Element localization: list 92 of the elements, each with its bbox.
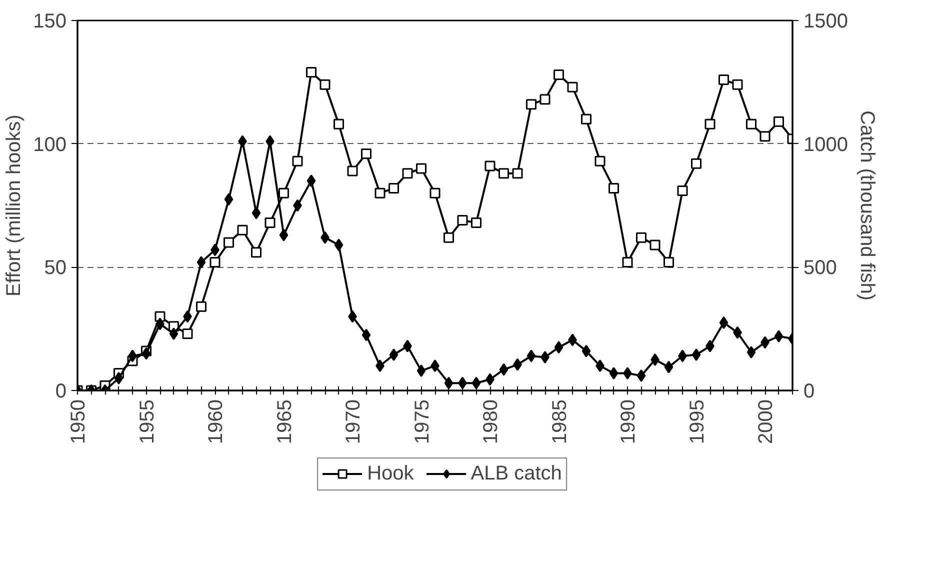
x-tick-label: 1975 xyxy=(411,399,434,444)
y-tick-label: 50 xyxy=(44,257,67,280)
point xyxy=(279,228,288,242)
point xyxy=(334,118,344,130)
point xyxy=(526,350,536,362)
point xyxy=(252,206,261,220)
point xyxy=(499,363,508,376)
point xyxy=(472,376,481,390)
point xyxy=(347,166,358,176)
point xyxy=(251,247,262,258)
point xyxy=(457,215,468,226)
point xyxy=(608,182,619,194)
point xyxy=(609,366,618,380)
point xyxy=(389,348,398,361)
point xyxy=(718,74,729,85)
point xyxy=(512,168,523,179)
point xyxy=(237,224,248,236)
point xyxy=(622,256,633,268)
point xyxy=(388,182,399,194)
point xyxy=(142,347,151,360)
point xyxy=(169,328,178,340)
legend-label: Hook xyxy=(367,462,414,485)
point xyxy=(362,328,371,342)
y2-tick-label: 1000 xyxy=(804,134,848,156)
point xyxy=(292,156,303,166)
point xyxy=(264,218,276,228)
point xyxy=(594,156,606,166)
point xyxy=(320,79,330,90)
point xyxy=(774,116,784,127)
point xyxy=(498,168,509,179)
y-axis-title: Effort (million hooks) xyxy=(3,114,26,296)
point xyxy=(210,256,220,268)
point xyxy=(664,256,674,268)
x-tick-label: 1965 xyxy=(274,399,296,444)
point xyxy=(774,330,784,342)
x-tick-label: 1985 xyxy=(548,399,571,444)
point xyxy=(402,168,413,179)
y-tick-label: 100 xyxy=(33,134,67,156)
point xyxy=(224,193,234,206)
point xyxy=(416,163,426,174)
point xyxy=(444,376,454,390)
point xyxy=(182,328,193,340)
x-tick-label: 1960 xyxy=(205,399,227,444)
y2-axis-title: Catch (thousand fish) xyxy=(856,110,878,301)
point xyxy=(691,158,702,169)
y-tick-label: 150 xyxy=(33,10,67,32)
point xyxy=(567,82,578,92)
point xyxy=(196,256,206,268)
x-tick-label: 1970 xyxy=(342,399,364,444)
point xyxy=(554,341,564,354)
y2-tick-label: 1500 xyxy=(804,10,848,32)
point xyxy=(224,237,234,248)
point xyxy=(114,372,124,384)
x-tick-label: 1995 xyxy=(686,399,708,444)
y2-tick-label: 500 xyxy=(804,257,837,280)
point xyxy=(636,369,646,382)
point xyxy=(636,232,646,243)
point xyxy=(692,348,701,361)
point xyxy=(746,346,756,359)
point xyxy=(334,238,344,252)
x-tick-label: 1990 xyxy=(618,399,640,444)
point xyxy=(732,79,743,90)
point xyxy=(471,218,482,228)
point xyxy=(582,344,591,358)
x-tick-label: 1955 xyxy=(136,399,158,444)
point xyxy=(361,148,372,159)
point xyxy=(526,99,536,110)
point xyxy=(746,118,756,130)
x-tick-label: 2000 xyxy=(755,399,777,444)
point xyxy=(306,67,316,78)
y-tick-label: 0 xyxy=(55,380,66,402)
point xyxy=(719,316,728,329)
point xyxy=(196,301,206,312)
point xyxy=(704,118,716,130)
point xyxy=(374,188,386,198)
point xyxy=(650,240,660,250)
x-tick-label: 1980 xyxy=(480,399,502,444)
point xyxy=(677,185,688,196)
point xyxy=(306,174,316,188)
point xyxy=(760,131,770,142)
point xyxy=(554,70,564,80)
point xyxy=(540,94,550,105)
point xyxy=(430,188,440,198)
point xyxy=(484,160,496,172)
x-tick-label: 1950 xyxy=(68,399,90,444)
point xyxy=(278,188,289,198)
point xyxy=(664,360,674,374)
y2-tick-label: 0 xyxy=(804,380,815,402)
point xyxy=(416,364,426,378)
point xyxy=(444,232,454,243)
legend-label: ALB catch xyxy=(470,462,562,485)
point xyxy=(581,114,592,124)
